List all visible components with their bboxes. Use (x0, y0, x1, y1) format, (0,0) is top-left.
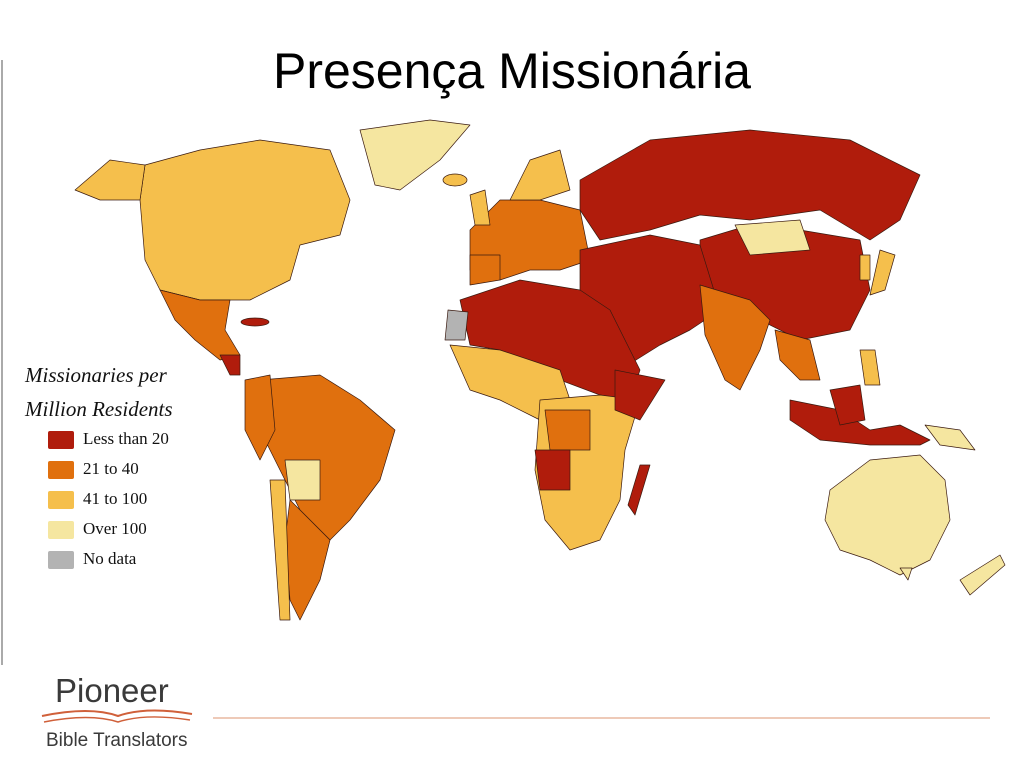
legend-swatch (48, 491, 74, 509)
logo-subtitle: Bible Translators (46, 730, 188, 751)
country-region (824, 454, 951, 576)
country-region (244, 374, 276, 461)
country-region (444, 309, 469, 341)
logo-swoosh (41, 709, 193, 718)
country-region (259, 374, 396, 541)
logo-name: Pioneer (55, 672, 169, 709)
country-region (627, 464, 651, 516)
legend-swatch (48, 431, 74, 449)
country-region (899, 567, 913, 581)
country-region (509, 149, 571, 201)
country-region (579, 129, 921, 241)
country-region (699, 284, 771, 391)
country-region (442, 173, 468, 187)
country-region (359, 119, 471, 191)
legend: Missionaries per Million Residents Less … (24, 363, 173, 569)
country-region (859, 254, 871, 281)
country-region (869, 249, 896, 296)
country-region (534, 449, 571, 491)
legend-title: Missionaries per (24, 363, 168, 387)
legend-label: No data (83, 549, 137, 568)
legend-label: 41 to 100 (83, 489, 147, 508)
country-region (859, 349, 881, 386)
legend-label: Over 100 (83, 519, 147, 538)
country-region (544, 409, 591, 451)
country-region (774, 329, 821, 381)
country-region (240, 317, 270, 327)
country-region (284, 459, 321, 501)
country-region (159, 289, 241, 361)
slide-title: Presença Missionária (273, 43, 751, 99)
country-region (614, 369, 666, 421)
logo: Pioneer Bible Translators (41, 672, 193, 751)
country-region (734, 219, 811, 256)
country-region (924, 424, 976, 451)
logo-swoosh (43, 716, 191, 723)
country-region (959, 554, 1006, 596)
legend-label: Less than 20 (83, 429, 169, 448)
legend-title: Million Residents (24, 397, 173, 421)
legend-swatch (48, 461, 74, 479)
country-region (469, 254, 501, 286)
legend-label: 21 to 40 (83, 459, 139, 478)
country-region (829, 384, 866, 426)
country-region (139, 139, 351, 301)
country-region (269, 479, 291, 621)
country-region (469, 189, 491, 226)
country-region (219, 354, 241, 376)
world-map (74, 119, 1006, 621)
country-region (74, 159, 146, 201)
legend-swatch (48, 521, 74, 539)
legend-swatch (48, 551, 74, 569)
